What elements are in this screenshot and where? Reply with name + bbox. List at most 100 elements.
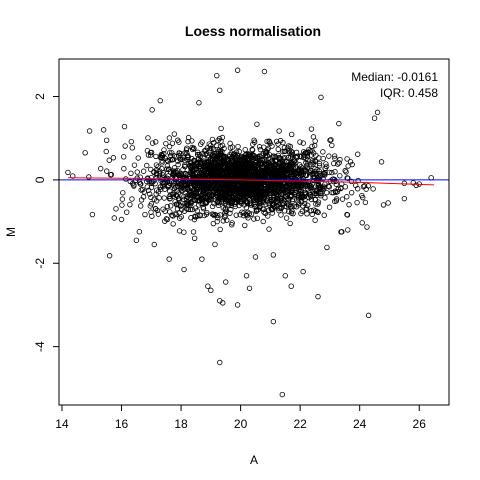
data-point xyxy=(316,155,322,161)
data-point xyxy=(155,164,161,170)
data-point xyxy=(286,161,292,168)
data-point xyxy=(338,185,344,192)
data-point xyxy=(342,184,349,190)
data-point xyxy=(208,287,214,294)
data-point xyxy=(120,154,127,160)
data-point xyxy=(342,167,348,174)
data-point xyxy=(194,159,201,166)
data-point xyxy=(166,256,172,262)
data-point xyxy=(261,167,268,173)
data-point xyxy=(215,202,222,209)
data-point xyxy=(245,215,251,221)
data-point xyxy=(298,167,304,173)
data-point xyxy=(269,143,275,149)
data-point xyxy=(215,137,221,144)
data-point xyxy=(232,199,239,205)
data-point xyxy=(276,155,282,161)
data-point xyxy=(216,156,223,162)
data-point xyxy=(268,196,275,203)
data-point xyxy=(149,107,155,113)
data-point xyxy=(299,208,306,215)
data-point xyxy=(111,215,117,221)
data-point xyxy=(331,153,338,159)
data-point xyxy=(218,138,224,144)
data-point xyxy=(209,192,216,198)
plot-frame xyxy=(58,58,450,406)
data-point xyxy=(161,147,167,153)
data-point xyxy=(128,138,134,145)
data-point xyxy=(214,162,221,168)
data-point xyxy=(220,218,227,224)
data-point xyxy=(260,182,267,188)
data-point xyxy=(339,196,346,202)
data-point xyxy=(223,279,229,285)
data-point xyxy=(225,158,232,164)
data-point xyxy=(203,200,209,206)
data-point xyxy=(316,182,322,189)
data-point xyxy=(157,186,164,193)
data-point xyxy=(145,135,151,141)
data-point xyxy=(310,159,316,165)
data-point xyxy=(215,199,221,205)
data-point xyxy=(178,206,185,213)
data-point xyxy=(326,169,332,176)
data-point xyxy=(188,191,195,198)
data-point xyxy=(190,146,196,153)
data-point xyxy=(166,166,172,172)
data-point xyxy=(374,109,381,116)
data-point xyxy=(144,162,150,169)
data-point xyxy=(178,156,184,163)
data-point xyxy=(227,140,233,147)
data-point xyxy=(148,180,155,186)
data-point xyxy=(233,212,239,218)
data-point xyxy=(171,131,178,137)
data-point xyxy=(164,203,171,210)
data-point xyxy=(189,138,195,144)
data-point xyxy=(335,161,341,167)
data-point xyxy=(231,151,237,157)
data-point xyxy=(192,197,198,204)
data-point xyxy=(336,160,342,166)
data-point xyxy=(207,166,214,172)
iqr-annotation: IQR: 0.458 xyxy=(380,86,438,100)
data-point xyxy=(168,152,174,159)
data-point xyxy=(123,209,130,215)
data-point xyxy=(209,211,216,217)
data-point xyxy=(189,192,195,198)
data-point xyxy=(148,209,154,215)
data-point xyxy=(245,209,251,216)
data-point xyxy=(229,222,235,228)
y-axis-label: M xyxy=(4,227,18,237)
data-point xyxy=(254,215,260,222)
data-point xyxy=(286,208,292,215)
data-point xyxy=(312,217,318,223)
data-point xyxy=(156,171,163,177)
data-point xyxy=(296,200,302,206)
data-point xyxy=(267,140,273,147)
data-point xyxy=(97,165,104,172)
data-point xyxy=(222,198,229,204)
data-point xyxy=(344,156,350,162)
data-point xyxy=(161,151,167,157)
data-point xyxy=(323,189,330,196)
data-point xyxy=(319,172,326,178)
data-point xyxy=(196,151,203,158)
data-point xyxy=(241,182,248,188)
data-point xyxy=(122,143,128,149)
data-point xyxy=(152,180,158,187)
data-point xyxy=(218,125,224,132)
data-point xyxy=(315,293,321,300)
data-point xyxy=(182,182,188,189)
data-point xyxy=(243,169,249,176)
data-point xyxy=(225,198,232,204)
data-point xyxy=(192,205,199,211)
data-point xyxy=(335,186,341,192)
data-point xyxy=(281,186,287,193)
data-point xyxy=(153,170,160,176)
data-point xyxy=(70,173,76,179)
data-point xyxy=(257,187,263,193)
data-point xyxy=(209,176,216,182)
data-point xyxy=(289,198,296,204)
data-point xyxy=(274,198,280,205)
data-point xyxy=(184,199,191,205)
